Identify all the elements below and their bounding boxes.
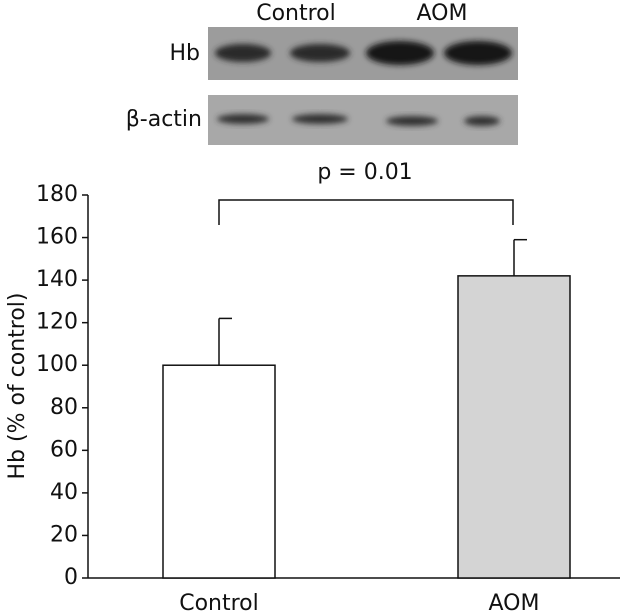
lane-label: Control (256, 1, 336, 26)
y-tick-label: 120 (36, 310, 78, 335)
y-tick-label: 100 (36, 352, 78, 377)
bar (457, 275, 571, 579)
y-tick-label: 80 (50, 395, 78, 420)
blot-row-label: Hb (169, 41, 200, 66)
y-tick-label: 160 (36, 225, 78, 250)
y-tick-label: 180 (36, 182, 78, 207)
bar (162, 364, 276, 579)
annotation: p = 0.01 (317, 160, 412, 185)
x-tick-label: Control (179, 591, 259, 615)
y-tick-label: 20 (50, 522, 78, 547)
y-tick-label: 40 (50, 480, 78, 505)
blot-row-label: β-actin (126, 107, 202, 132)
x-tick-label: AOM (489, 591, 540, 615)
y-axis-label: Hb (% of control) (5, 292, 30, 479)
blot-image (208, 27, 518, 145)
y-tick-label: 60 (50, 437, 78, 462)
y-tick-label: 0 (64, 565, 78, 590)
significance-bracket (218, 199, 514, 225)
lane-label: AOM (417, 1, 468, 26)
y-tick-label: 140 (36, 267, 78, 292)
